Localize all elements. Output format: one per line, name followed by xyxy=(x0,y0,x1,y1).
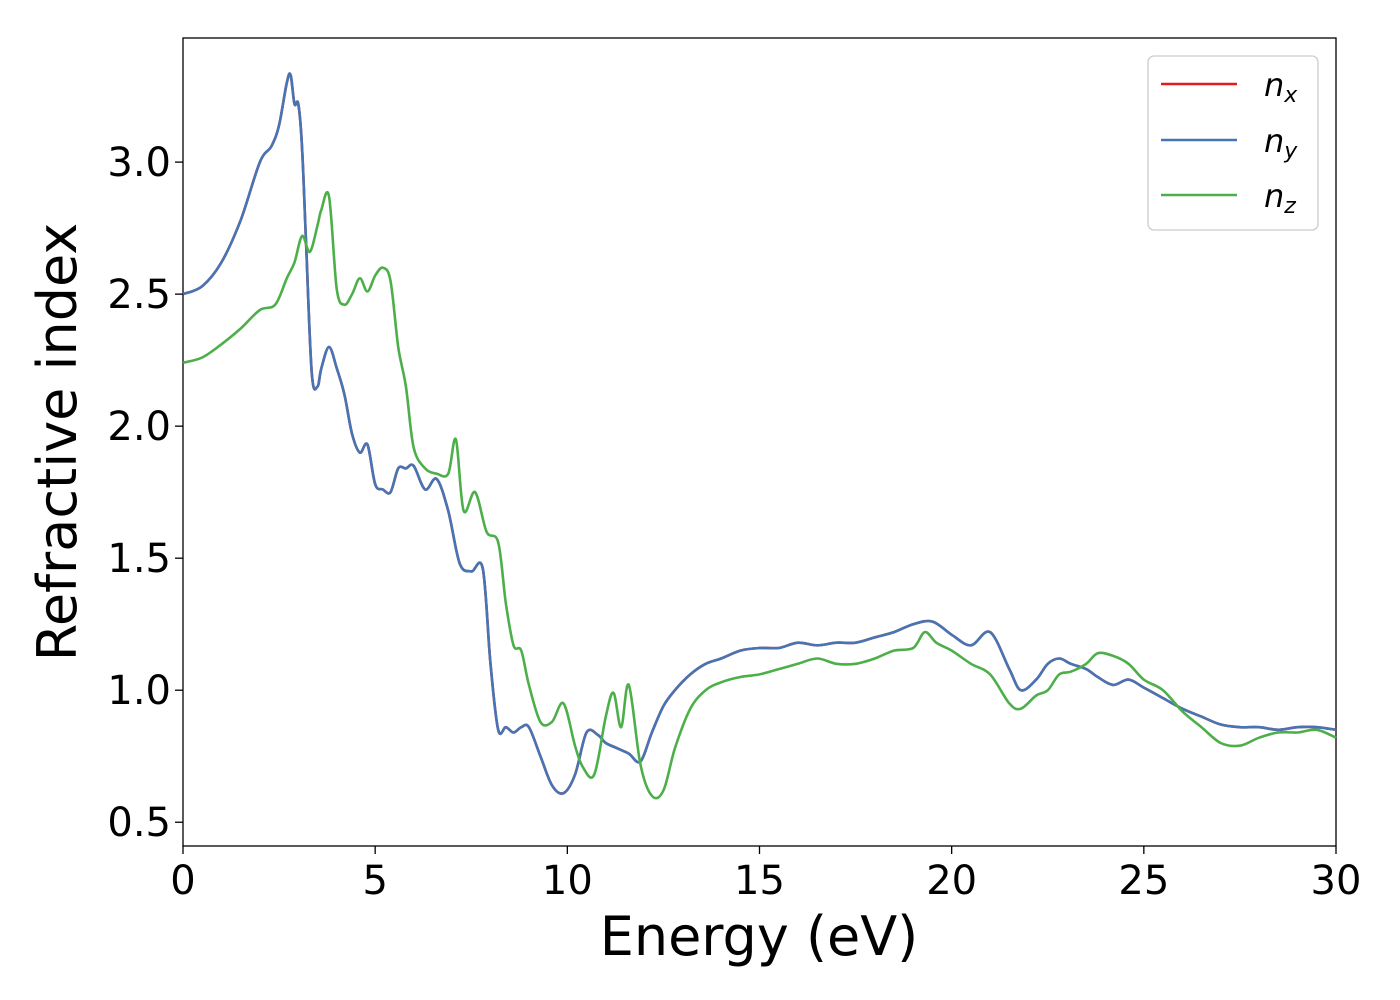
legend: nx ny nz xyxy=(1147,55,1319,231)
x-tick-label: 30 xyxy=(1311,858,1362,904)
x-axis-label: Energy (eV) xyxy=(600,905,919,968)
legend-label-ny: ny xyxy=(1264,122,1298,164)
legend-label-nx: nx xyxy=(1264,66,1298,108)
legend-label-nz-sub: z xyxy=(1283,194,1296,219)
y-tick-label: 2.0 xyxy=(107,404,171,450)
series-line-nz xyxy=(182,190,1337,800)
series-line-ny xyxy=(182,72,1337,795)
y-tick-label: 1.0 xyxy=(107,668,171,714)
legend-label-nz: nz xyxy=(1264,177,1296,219)
y-tick-label: 2.5 xyxy=(107,272,171,318)
x-tick-label: 15 xyxy=(734,858,785,904)
legend-label-nx-sub: x xyxy=(1283,83,1298,108)
legend-box xyxy=(1147,55,1319,231)
y-tick-label: 0.5 xyxy=(107,800,171,846)
legend-label-ny-sub: y xyxy=(1283,139,1298,164)
legend-label-ny-base: n xyxy=(1264,122,1284,160)
x-axis: 0 5 10 15 20 25 30 xyxy=(170,846,1361,904)
x-tick-label: 0 xyxy=(170,858,195,904)
x-tick-label: 25 xyxy=(1118,858,1169,904)
y-tick-label: 3.0 xyxy=(107,140,171,186)
y-axis-label: Refractive index xyxy=(26,223,89,662)
legend-label-nz-base: n xyxy=(1264,177,1284,215)
x-tick-label: 10 xyxy=(542,858,593,904)
legend-label-nx-base: n xyxy=(1264,66,1284,104)
x-tick-label: 20 xyxy=(926,858,977,904)
y-axis: 0.5 1.0 1.5 2.0 2.5 3.0 xyxy=(107,140,183,846)
series-layer xyxy=(182,72,1337,800)
x-tick-label: 5 xyxy=(362,858,387,904)
y-tick-label: 1.5 xyxy=(107,536,171,582)
